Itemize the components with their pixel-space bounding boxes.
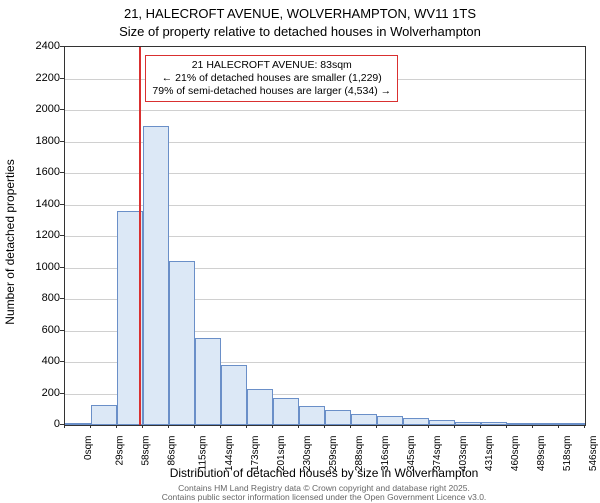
y-tick-label: 600 <box>20 324 60 336</box>
y-tick-label: 200 <box>20 387 60 399</box>
y-tick-label: 800 <box>20 292 60 304</box>
y-tick-label: 1400 <box>20 198 60 210</box>
histogram-bar <box>195 338 221 425</box>
histogram-bar <box>247 389 273 425</box>
x-tick-label: 230sqm <box>302 436 313 472</box>
y-tick-label: 1600 <box>20 166 60 178</box>
x-tick-label: 518sqm <box>562 436 573 472</box>
y-tick-label: 2400 <box>20 40 60 52</box>
x-tick-label: 173sqm <box>250 436 261 472</box>
x-tick-label: 29sqm <box>115 436 126 466</box>
histogram-bar <box>429 420 455 425</box>
x-tick-label: 115sqm <box>197 436 208 471</box>
x-tick-label: 374sqm <box>432 436 443 472</box>
x-tick-label: 316sqm <box>380 436 391 472</box>
x-tick-label: 86sqm <box>167 436 178 466</box>
x-tick-label: 0sqm <box>83 436 94 460</box>
x-tick-label: 201sqm <box>276 436 287 472</box>
histogram-bar <box>169 261 195 425</box>
histogram-bar <box>299 406 325 425</box>
histogram-bar <box>351 414 377 425</box>
histogram-bar <box>481 422 507 425</box>
histogram-bar <box>221 365 247 425</box>
histogram-bar <box>143 126 169 425</box>
marker-vline <box>139 47 141 425</box>
histogram-bar <box>273 398 299 425</box>
y-tick-label: 2000 <box>20 103 60 115</box>
gridline <box>65 110 585 111</box>
chart-container: 21, HALECROFT AVENUE, WOLVERHAMPTON, WV1… <box>0 0 600 500</box>
annotation-line2: ← 21% of detached houses are smaller (1,… <box>152 72 391 85</box>
annotation-box: 21 HALECROFT AVENUE: 83sqm ← 21% of deta… <box>145 55 398 102</box>
plot-area: 21 HALECROFT AVENUE: 83sqm ← 21% of deta… <box>64 46 586 426</box>
histogram-bar <box>507 423 533 425</box>
x-tick-label: 58sqm <box>141 436 152 466</box>
x-axis-label: Distribution of detached houses by size … <box>64 466 584 480</box>
x-tick-label: 431sqm <box>484 436 495 472</box>
histogram-bar <box>403 418 429 425</box>
annotation-line1: 21 HALECROFT AVENUE: 83sqm <box>152 59 391 72</box>
histogram-bar <box>65 423 91 425</box>
x-tick-label: 460sqm <box>510 436 521 472</box>
histogram-bar <box>325 410 351 425</box>
x-tick-label: 489sqm <box>536 436 547 472</box>
y-tick-label: 1000 <box>20 261 60 273</box>
histogram-bar <box>455 422 481 425</box>
x-tick-label: 288sqm <box>354 436 365 472</box>
histogram-bar <box>91 405 117 425</box>
histogram-bar <box>559 423 585 425</box>
y-tick-label: 1200 <box>20 229 60 241</box>
histogram-bar <box>533 423 559 425</box>
x-tick-label: 403sqm <box>458 436 469 472</box>
histogram-bar <box>377 416 403 425</box>
annotation-line3: 79% of semi-detached houses are larger (… <box>152 85 391 98</box>
y-tick-label: 2200 <box>20 72 60 84</box>
chart-title-desc: Size of property relative to detached ho… <box>0 24 600 39</box>
x-tick-label: 345sqm <box>406 436 417 472</box>
y-tick-label: 0 <box>20 418 60 430</box>
y-tick-label: 400 <box>20 355 60 367</box>
x-tick-label: 259sqm <box>328 436 339 472</box>
y-tick-label: 1800 <box>20 135 60 147</box>
chart-title-address: 21, HALECROFT AVENUE, WOLVERHAMPTON, WV1… <box>0 6 600 21</box>
x-tick-label: 144sqm <box>224 436 235 472</box>
x-tick-label: 546sqm <box>588 436 599 472</box>
